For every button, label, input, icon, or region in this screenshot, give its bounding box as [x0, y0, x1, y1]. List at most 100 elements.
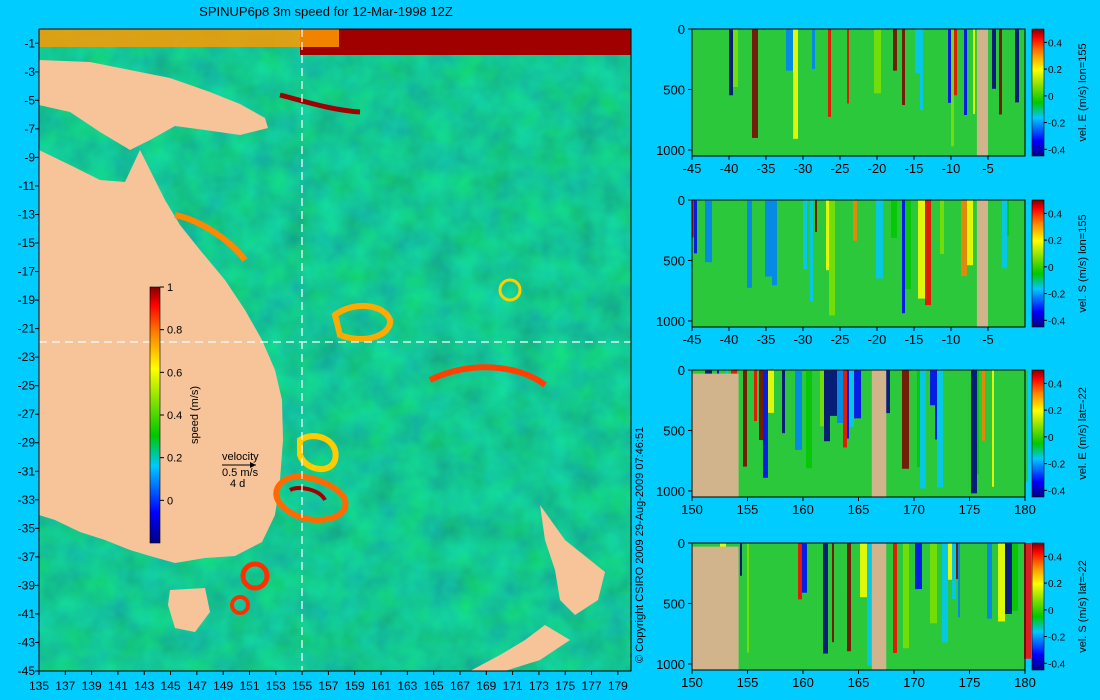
section-stripe — [732, 200, 737, 238]
section-stripe — [996, 29, 999, 90]
section-stripe — [737, 200, 741, 274]
section-y-tick-label: 0 — [678, 536, 685, 551]
section-y-tick-label: 0 — [678, 22, 685, 37]
section-stripe — [905, 29, 912, 119]
section-y-tick-label: 1000 — [656, 484, 685, 499]
map-x-tick-label: 143 — [134, 679, 154, 693]
section-stripe — [792, 543, 798, 664]
copyright-text: © Copyright CSIRO 2009 29-Aug-2009 07:46… — [634, 427, 646, 663]
section-x-tick-label: -45 — [683, 161, 702, 176]
section-stripe — [740, 543, 742, 576]
section-y-tick-label: 1000 — [656, 143, 685, 158]
section-stripe — [920, 29, 923, 111]
map-y-tick-label: -39 — [18, 578, 36, 592]
section-colorbar-tick-label: 0.4 — [1048, 38, 1062, 49]
section-stripe — [913, 370, 915, 450]
section-stripe — [861, 370, 866, 448]
section-stripe — [987, 200, 993, 239]
map-north-current-fringe — [39, 29, 339, 47]
section-stripe — [944, 200, 950, 283]
section-stripe — [992, 543, 998, 614]
section-stripe — [851, 543, 855, 612]
section-stripe — [788, 200, 790, 273]
velocity-key-arrowhead — [250, 462, 256, 468]
section-land — [976, 200, 988, 327]
section-stripe — [828, 543, 832, 652]
section-stripe — [729, 29, 733, 96]
section-stripe — [961, 370, 968, 440]
section-y-tick-label: 1000 — [656, 657, 685, 672]
section-x-tick-label: -30 — [794, 332, 813, 347]
section-stripes — [692, 29, 1025, 155]
section-colorbar-tick-label: -0.4 — [1048, 316, 1066, 327]
section-stripe — [918, 200, 925, 299]
section-stripe — [742, 543, 747, 624]
section-stripe — [1007, 200, 1009, 236]
speed-colorbar-tick-label: 0.6 — [167, 367, 182, 379]
section-stripe — [830, 370, 837, 416]
section-stripe — [803, 200, 807, 270]
section-stripe — [764, 29, 767, 94]
section-stripe — [1006, 370, 1009, 421]
section-x-tick-label: -5 — [982, 332, 994, 347]
section-stripe — [867, 543, 873, 666]
section-stripe — [942, 543, 948, 643]
section-stripe — [697, 200, 702, 272]
section-stripe — [780, 370, 782, 415]
section-colorbar-tick-label: 0.2 — [1048, 406, 1062, 417]
section-colorbar-tick-label: -0.2 — [1048, 633, 1066, 644]
map-y-tick-label: -13 — [18, 207, 36, 221]
section-stripe — [809, 29, 812, 90]
section-stripe — [749, 543, 756, 635]
section-stripe — [760, 543, 765, 576]
map-y-tick-label: -21 — [18, 322, 36, 336]
section-colorbar-label: vel. S (m/s) lat=-22 — [1077, 560, 1089, 653]
section-stripe — [854, 370, 861, 419]
section-stripe — [759, 200, 765, 289]
section-stripe — [967, 29, 973, 112]
section-stripe — [743, 370, 747, 467]
section-stripe — [950, 200, 957, 259]
section-colorbar-tick-label: 0.4 — [1048, 209, 1062, 220]
map-x-tick-label: 139 — [82, 679, 102, 693]
section-stripe — [968, 370, 971, 484]
section-stripe — [802, 370, 806, 456]
section-colorbar-tick-label: 0.4 — [1048, 552, 1062, 563]
section-colorbar — [1031, 369, 1045, 498]
section-stripe — [912, 29, 915, 143]
section-stripe — [999, 370, 1001, 406]
section-stripe — [853, 200, 857, 241]
section-stripe — [826, 200, 829, 271]
section-panel-4: 150 155 160 165 170 175 180 0 500 1000 0.4 0.2 0 -0.2… — [656, 536, 1089, 690]
section-stripe — [993, 200, 999, 285]
section-stripe — [832, 543, 834, 643]
section-stripe — [922, 543, 925, 604]
section-stripe — [765, 543, 771, 648]
section-stripe — [959, 29, 964, 90]
section-stripe — [820, 370, 824, 427]
section-stripe — [915, 29, 920, 73]
section-stripe — [979, 370, 982, 461]
section-x-tick-label: -5 — [982, 161, 994, 176]
section-stripe — [803, 29, 809, 61]
section-x-tick-label: -40 — [720, 332, 739, 347]
section-stripe — [903, 543, 909, 649]
speed-colorbar-tick-label: 0.2 — [167, 453, 182, 465]
section-stripe — [798, 543, 802, 600]
section-stripe — [754, 370, 757, 422]
section-stripe — [999, 200, 1002, 268]
map-x-tick-label: 157 — [318, 679, 338, 693]
map-y-tick-label: -25 — [18, 379, 36, 393]
section-stripe — [915, 370, 917, 458]
section-y-tick-label: 500 — [663, 423, 685, 438]
section-colorbar-tick-label: -0.4 — [1048, 145, 1066, 156]
eddies — [174, 92, 547, 523]
section-stripe — [807, 200, 810, 296]
map-x-tick-label: 153 — [266, 679, 286, 693]
section-stripe — [782, 370, 785, 434]
map-y-ticks: -1 -3 -5 -7 -9 -11 -13 -15 -17 -19 -21 -23 -25 -27 -29… — [18, 36, 39, 678]
map-y-tick-label: -11 — [19, 179, 36, 193]
section-x-tick-label: -20 — [868, 161, 887, 176]
map-x-tick-label: 171 — [503, 679, 523, 693]
section-stripe — [692, 200, 694, 238]
